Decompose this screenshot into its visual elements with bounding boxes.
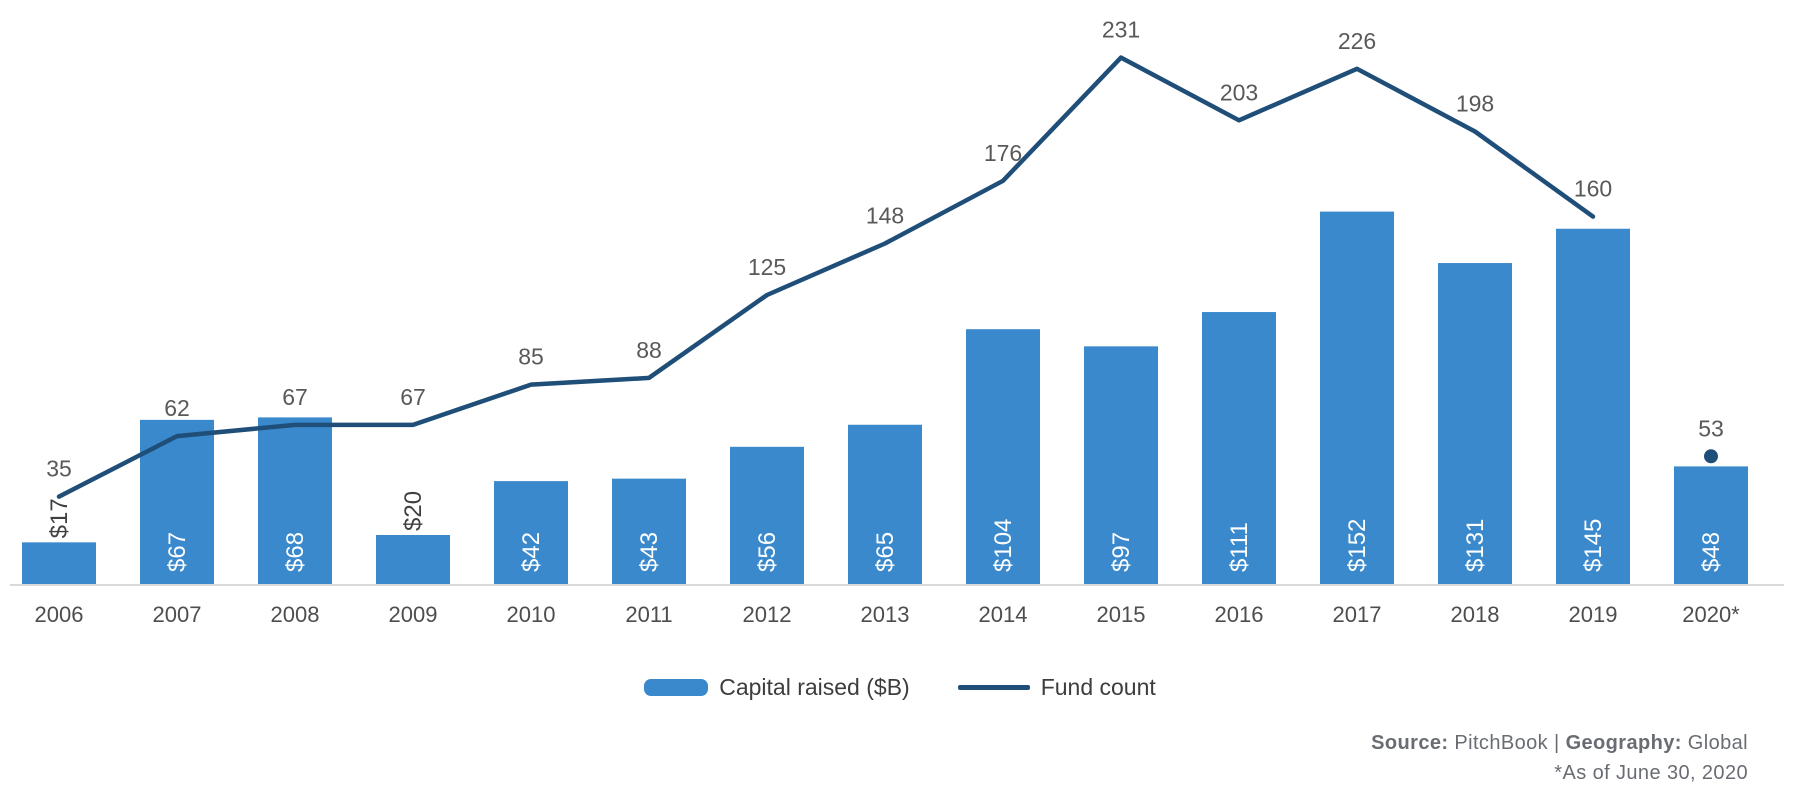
bar-value-label-2009: $20: [400, 491, 427, 531]
capital-raised-bar-2009: [376, 535, 450, 584]
bar-value-label-2007: $67: [164, 532, 191, 572]
year-axis-label-2014: 2014: [979, 602, 1028, 627]
legend-item-fund-count: Fund count: [957, 674, 1156, 701]
year-axis-label-2011: 2011: [625, 602, 672, 627]
capital-raised-bar-2011: [612, 478, 686, 584]
fund-count-label-2018: 198: [1456, 90, 1494, 116]
capital-raised-bar-2014: [966, 329, 1040, 584]
fund-count-label-2019: 160: [1574, 176, 1612, 202]
fund-count-label-2011: 88: [636, 337, 662, 363]
year-axis-label-2007: 2007: [153, 602, 202, 627]
chart-legend: Capital raised ($B) Fund count: [0, 674, 1800, 701]
fund-count-label-2006: 35: [46, 456, 72, 482]
fund-count-label-2017: 226: [1338, 28, 1376, 54]
fund-count-swatch-icon: [957, 685, 1030, 690]
bar-value-label-2018: $131: [1462, 519, 1489, 572]
capital-raised-bar-2019: [1556, 228, 1630, 584]
year-axis-label-2010: 2010: [507, 602, 556, 627]
bar-value-label-2006: $17: [46, 498, 73, 538]
bar-value-label-2020*: $48: [1698, 532, 1725, 572]
fund-count-label-2013: 148: [866, 202, 904, 228]
capital-raised-swatch-icon: [644, 679, 709, 696]
legend-item-capital-raised: Capital raised ($B): [644, 674, 910, 701]
bar-value-label-2012: $56: [754, 532, 781, 572]
capital-raised-bar-2006: [22, 542, 96, 584]
year-axis-label-2015: 2015: [1097, 602, 1146, 627]
fund-count-label-2014: 176: [984, 140, 1022, 166]
bar-value-label-2016: $111: [1226, 522, 1253, 572]
source-line: Source: PitchBook | Geography: Global: [1371, 728, 1748, 758]
capital-raised-bar-2013: [848, 424, 922, 584]
bar-value-label-2011: $43: [636, 532, 663, 572]
year-axis-label-2013: 2013: [861, 602, 910, 627]
bar-value-label-2015: $97: [1108, 532, 1135, 572]
year-axis-label-2006: 2006: [35, 602, 84, 627]
chart-plot-area: $17 $67 $68 $20 $42 $43 $56 $65 $104 $97 $111 $152 $…: [10, 17, 1784, 627]
capital-raised-bar-2017: [1320, 211, 1394, 584]
capital-raised-bar-2016: [1202, 312, 1276, 584]
fund-count-label-2015: 231: [1102, 17, 1140, 43]
fund-count-label-2012: 125: [748, 254, 786, 280]
fund-count-label-2016: 203: [1220, 79, 1258, 105]
year-axis-label-2009: 2009: [389, 602, 438, 627]
capital-raised-bar-2008: [258, 417, 332, 584]
fund-count-line: [56, 55, 1596, 499]
capital-raised-bar-2012: [730, 446, 804, 584]
year-axis-label-2012: 2012: [743, 602, 792, 627]
bar-value-label-2017: $152: [1344, 519, 1371, 572]
fund-count-label-2010: 85: [518, 344, 544, 370]
year-axis-label-2019: 2019: [1569, 602, 1618, 627]
bar-value-label-2013: $65: [872, 532, 899, 572]
source-note: Source: PitchBook | Geography: Global *A…: [1371, 728, 1748, 788]
fund-count-point-2020*: [1704, 449, 1718, 464]
bar-value-label-2019: $145: [1580, 519, 1607, 572]
year-axis-label-2020*: 2020*: [1682, 602, 1740, 627]
legend-label-capital-raised: Capital raised ($B): [719, 674, 910, 700]
year-axis-label-2008: 2008: [271, 602, 320, 627]
year-axis-label-2018: 2018: [1451, 602, 1500, 627]
bar-value-label-2010: $42: [518, 532, 545, 572]
bar-value-label-2014: $104: [990, 519, 1017, 572]
fund-count-label-2020*: 53: [1698, 415, 1724, 441]
source-value: PitchBook |: [1454, 732, 1560, 754]
fund-count-label-2007: 62: [164, 395, 190, 421]
geography-label: Geography:: [1565, 732, 1682, 754]
fund-count-label-2009: 67: [400, 384, 426, 410]
fund-count-label-2008: 67: [282, 384, 308, 410]
capital-raised-bar-2010: [494, 481, 568, 584]
capital-raised-bar-2015: [1084, 346, 1158, 584]
year-axis-label-2017: 2017: [1333, 602, 1382, 627]
bar-value-label-2008: $68: [282, 532, 309, 572]
capital-raised-bar-2018: [1438, 263, 1512, 584]
legend-label-fund-count: Fund count: [1040, 674, 1156, 700]
as-of-note: *As of June 30, 2020: [1554, 762, 1748, 784]
year-axis-label-2016: 2016: [1215, 602, 1264, 627]
source-label: Source:: [1371, 732, 1449, 754]
geography-value: Global: [1687, 732, 1748, 754]
capital-raised-bar-2020*: [1674, 466, 1748, 584]
